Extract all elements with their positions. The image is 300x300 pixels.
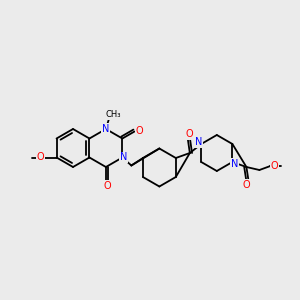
Text: N: N [120,152,127,163]
Text: N: N [194,137,202,147]
Text: CH₃: CH₃ [105,110,121,119]
Text: O: O [271,161,278,171]
Text: O: O [37,152,44,163]
Text: O: O [103,181,111,191]
Text: O: O [136,125,143,136]
Text: O: O [185,129,193,139]
Text: N: N [231,159,238,169]
Text: O: O [243,180,250,190]
Text: N: N [102,124,110,134]
